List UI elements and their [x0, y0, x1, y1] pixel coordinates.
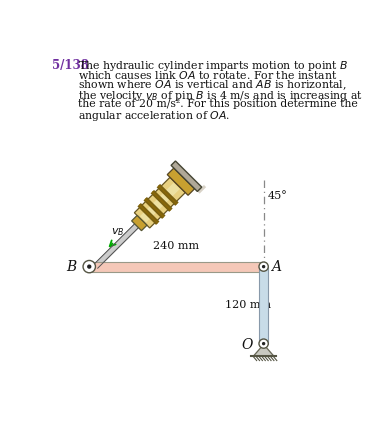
Polygon shape — [197, 185, 206, 194]
Circle shape — [259, 262, 268, 271]
Circle shape — [262, 342, 265, 345]
Polygon shape — [132, 215, 147, 231]
Circle shape — [262, 265, 265, 268]
Text: The hydraulic cylinder imparts motion to point $B$: The hydraulic cylinder imparts motion to… — [78, 59, 348, 73]
Text: 240 mm: 240 mm — [153, 241, 200, 251]
Text: the rate of 20 m/s². For this position determine the: the rate of 20 m/s². For this position d… — [78, 99, 357, 109]
Text: the velocity $v_B$ of pin $B$ is 4 m/s and is increasing at: the velocity $v_B$ of pin $B$ is 4 m/s a… — [78, 89, 363, 103]
Bar — [259, 267, 268, 344]
Text: angular acceleration of $OA$.: angular acceleration of $OA$. — [78, 109, 230, 123]
Text: 45°: 45° — [267, 191, 287, 201]
Text: B: B — [67, 260, 77, 274]
Polygon shape — [254, 344, 274, 356]
Text: which causes link $OA$ to rotate. For the instant: which causes link $OA$ to rotate. For th… — [78, 69, 337, 81]
Text: 120 mm: 120 mm — [225, 300, 271, 310]
Circle shape — [87, 265, 91, 269]
Text: shown where $OA$ is vertical and $AB$ is horizontal,: shown where $OA$ is vertical and $AB$ is… — [78, 79, 347, 92]
Text: 5/138: 5/138 — [52, 59, 89, 72]
Circle shape — [83, 261, 95, 273]
Circle shape — [259, 339, 268, 348]
Text: O: O — [241, 338, 253, 352]
Text: $v_B$: $v_B$ — [111, 226, 124, 238]
Polygon shape — [167, 168, 195, 195]
Text: A: A — [272, 260, 281, 274]
Polygon shape — [140, 183, 180, 223]
Polygon shape — [134, 177, 185, 228]
Polygon shape — [171, 161, 202, 191]
Bar — [89, 261, 264, 272]
